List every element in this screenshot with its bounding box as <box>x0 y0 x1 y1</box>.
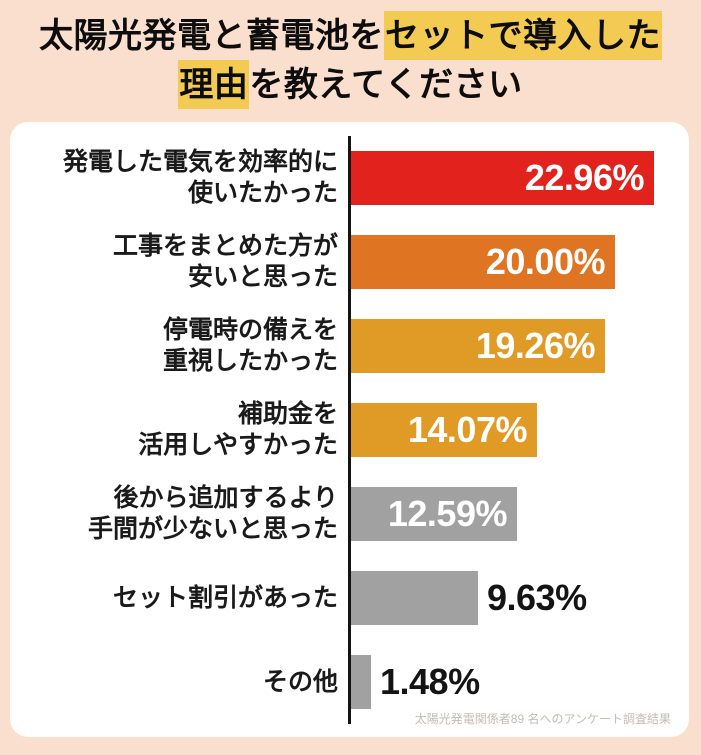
bar-area: 1.48% <box>348 640 689 724</box>
bar-row: 発電した電気を効率的に 使いたかった 22.96% <box>34 136 689 220</box>
bar-value: 22.96% <box>524 157 645 198</box>
bar-chart: 発電した電気を効率的に 使いたかった 22.96% 工事をまとめた方が 安いと思… <box>10 122 689 724</box>
bar-value: 20.00% <box>485 241 606 282</box>
bar-row: 停電時の備えを 重視したかった 19.26% <box>34 304 689 388</box>
bar-value: 1.48% <box>380 661 480 702</box>
bar <box>351 571 478 625</box>
bar: 20.00% <box>351 235 615 289</box>
bar-label: 発電した電気を効率的に 使いたかった <box>62 148 338 207</box>
title-line-1: 太陽光発電と蓄電池をセットで導入した <box>0 11 701 61</box>
bar-row: セット割引があった 9.63% <box>34 556 689 640</box>
bar: 22.96% <box>351 151 654 205</box>
title-line-2: 理由を教えてください <box>0 60 701 110</box>
bar-label: 後から追加するより 手間が少ないと思った <box>87 484 338 543</box>
chart-card: 発電した電気を効率的に 使いたかった 22.96% 工事をまとめた方が 安いと思… <box>10 122 689 737</box>
page-title: 太陽光発電と蓄電池をセットで導入した 理由を教えてください <box>0 0 701 122</box>
bar: 14.07% <box>351 403 537 457</box>
bar-label: 工事をまとめた方が 安いと思った <box>112 232 338 291</box>
bar-value: 19.26% <box>475 325 596 366</box>
title-line2-plain: を教えてください <box>249 66 523 104</box>
title-line2-highlight: 理由 <box>178 60 250 109</box>
survey-source-note: 太陽光発電関係者89 名へのアンケート調査結果 <box>414 712 671 726</box>
bar-row: 工事をまとめた方が 安いと思った 20.00% <box>34 220 689 304</box>
bar-label: セット割引があった <box>112 583 338 612</box>
bar-row: 後から追加するより 手間が少ないと思った 12.59% <box>34 472 689 556</box>
bar-value: 12.59% <box>387 493 508 534</box>
bar-row: 補助金を 活用しやすかった 14.07% <box>34 388 689 472</box>
bar-value: 9.63% <box>487 577 587 618</box>
title-line1-highlight: セットで導入した <box>384 11 662 60</box>
bar-label: 補助金を 活用しやすかった <box>138 400 338 459</box>
bar-value: 14.07% <box>407 409 528 450</box>
bar-area: 22.96% <box>348 136 689 220</box>
bar-label: 停電時の備えを 重視したかった <box>162 316 338 375</box>
bar-row: その他 1.48% <box>34 640 689 724</box>
bar-area: 12.59% <box>348 472 689 556</box>
bar-area: 14.07% <box>348 388 689 472</box>
bar-area: 19.26% <box>348 304 689 388</box>
bar-area: 20.00% <box>348 220 689 304</box>
bar-label: その他 <box>262 667 338 696</box>
title-line1-plain: 太陽光発電と蓄電池を <box>39 17 384 55</box>
bar <box>351 655 371 709</box>
bar: 12.59% <box>351 487 517 541</box>
bar-area: 9.63% <box>348 556 689 640</box>
bar: 19.26% <box>351 319 605 373</box>
